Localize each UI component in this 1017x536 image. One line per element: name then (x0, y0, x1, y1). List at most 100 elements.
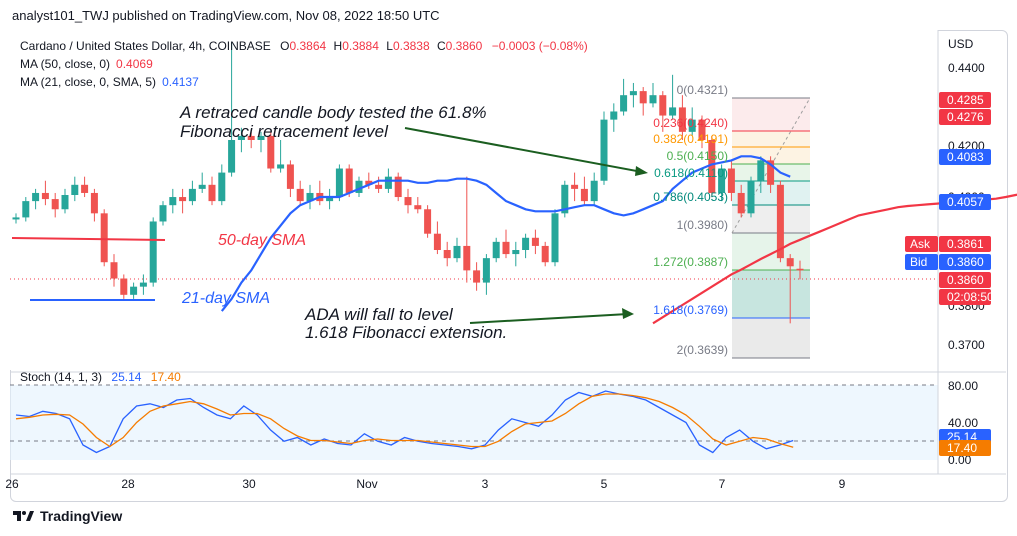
brand-name: TradingView (40, 508, 123, 524)
fib-label: 1(0.3980) (677, 218, 728, 232)
fib-zone-6 (732, 233, 810, 270)
sma50-legacy-line (11, 237, 166, 241)
candle-body (571, 184, 579, 189)
candle-body (159, 205, 167, 222)
time-tick: 9 (839, 477, 846, 491)
sma21-line (220, 155, 791, 312)
candles (12, 42, 804, 324)
candle-body (90, 192, 98, 214)
fib-note-arrow (404, 127, 643, 173)
candle-body (365, 180, 373, 185)
candle-body (179, 197, 187, 202)
price-badge-text: 0.4276 (947, 110, 984, 124)
price-tick: 0.3700 (948, 338, 985, 352)
ada-note-arrowhead (622, 308, 634, 319)
candle-body (718, 168, 726, 193)
time-tick: Nov (356, 477, 377, 491)
candle-body (424, 209, 432, 234)
ada-note-line1: ADA will fall to level (304, 305, 454, 324)
time-tick: 30 (242, 477, 256, 491)
candle-body (620, 95, 628, 112)
candle-body (22, 201, 30, 218)
candle-body (169, 197, 177, 206)
fib-label: 1.272(0.3887) (653, 255, 728, 269)
stoch-k-line (15, 390, 794, 454)
price-badge (939, 109, 991, 125)
price-badge-tag (905, 254, 938, 270)
time-tick: 7 (719, 477, 726, 491)
candle-body (277, 164, 285, 169)
price-badge-tag-text: Bid (910, 255, 927, 269)
candle-body (41, 192, 49, 200)
candle-body (698, 119, 706, 140)
fib-label: 0.382(0.4191) (653, 132, 728, 146)
candle-body (737, 192, 745, 214)
sma21-label: 21-day SMA (181, 290, 270, 307)
candle-body (296, 188, 304, 202)
candle-body (512, 250, 520, 255)
candle-body (228, 140, 236, 173)
candle-body (32, 192, 40, 202)
candle-body (747, 180, 755, 214)
ada-note-line2: 1.618 Fibonacci extension. (305, 323, 507, 342)
candle-body (257, 135, 265, 140)
candle-body (149, 221, 157, 283)
price-badge-text: 0.4083 (947, 150, 984, 164)
candle-body (198, 184, 206, 189)
fib-note-line2: Fibonacci retracement level (180, 122, 389, 141)
candle-body (600, 119, 608, 181)
candle-body (355, 180, 363, 193)
candle-body (71, 184, 79, 195)
candle-body (531, 237, 539, 246)
candle-body (51, 199, 59, 210)
price-badge-tag-text: Ask (910, 237, 931, 251)
candle-body (551, 213, 559, 263)
candle-body (247, 135, 255, 140)
ada-note-arrow (469, 313, 629, 324)
candle-body (306, 192, 314, 202)
candle-body (610, 111, 618, 120)
candle-body (482, 258, 490, 283)
price-badge-tag (905, 236, 938, 252)
candle-body (130, 286, 138, 295)
tradingview-brand[interactable]: TradingView (12, 508, 122, 524)
currency-label: USD (948, 37, 974, 51)
candle-body (110, 262, 118, 279)
price-badge (939, 254, 991, 270)
price-badge (939, 236, 991, 252)
fib-note-arrowhead (635, 166, 648, 176)
fib-label: 0.5(0.4150) (667, 149, 728, 163)
price-badge (939, 440, 991, 456)
stoch-tick: 80.00 (948, 379, 978, 393)
candle-body (639, 91, 647, 104)
price-badge-text: 02:08:50 (947, 290, 994, 304)
fib-labels: 0(0.4321) 0.236(0.4240) 0.382(0.4191) 0.5(0… (653, 83, 728, 357)
candle-body (757, 160, 765, 181)
fib-label: 0(0.4321) (677, 83, 728, 97)
fib-label: 0.786(0.4053) (653, 190, 728, 204)
candle-body (767, 160, 775, 185)
candle-body (100, 213, 108, 263)
candle-body (326, 197, 334, 202)
candle-body (208, 184, 216, 202)
fib-zone-7 (732, 270, 810, 318)
candle-body (61, 195, 69, 210)
price-badge (939, 149, 991, 165)
fib-note-line1: A retraced candle body tested the 61.8% (179, 103, 487, 122)
tradingview-logo-icon (13, 511, 34, 521)
candle-body (492, 241, 500, 259)
fib-label: 0.618(0.4110) (654, 166, 728, 180)
candle-body (453, 245, 461, 259)
price-badge (939, 289, 991, 305)
candle-body (678, 107, 686, 132)
candle-body (443, 250, 451, 259)
price-badge-text: 0.4285 (947, 93, 984, 107)
candle-body (776, 184, 784, 259)
price-badge (939, 194, 991, 210)
sma50-line (652, 193, 1017, 325)
candle-body (522, 237, 530, 250)
candle-body (688, 119, 696, 132)
candle-body (218, 172, 226, 202)
time-tick: 3 (482, 477, 489, 491)
